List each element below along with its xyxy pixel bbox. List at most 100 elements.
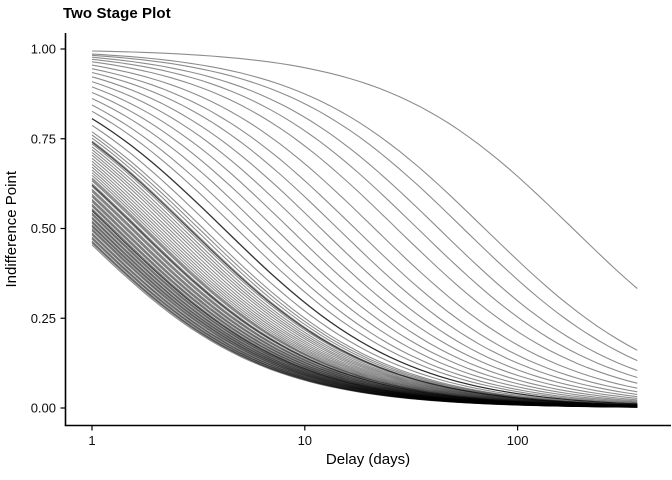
discount-curve — [91, 64, 638, 389]
discount-curve — [91, 76, 638, 398]
discount-curve — [91, 220, 638, 408]
discount-curve — [91, 200, 638, 408]
discount-curve — [91, 141, 638, 406]
discount-curve — [91, 221, 638, 408]
discount-curve — [91, 232, 638, 408]
x-axis-title: Delay (days) — [325, 451, 411, 468]
discount-curve — [91, 214, 638, 408]
discount-curve — [91, 143, 638, 406]
discount-curve — [91, 228, 638, 408]
discount-curve — [91, 118, 638, 405]
discount-curve — [91, 183, 638, 407]
discount-curve — [91, 237, 638, 408]
y-tick-label: 0.25 — [31, 311, 56, 326]
discount-curve — [91, 124, 638, 405]
discount-curve — [91, 209, 638, 408]
discount-curve — [91, 131, 638, 406]
discount-curve — [91, 191, 638, 408]
discount-curve — [91, 208, 638, 408]
y-tick-label: 0.50 — [31, 221, 56, 236]
discount-curve — [91, 134, 638, 406]
discount-curve — [91, 193, 638, 408]
discount-curve — [91, 242, 638, 408]
discount-curve — [91, 224, 638, 408]
discount-curve — [91, 137, 638, 406]
discount-curve — [91, 222, 638, 408]
discount-curve — [91, 184, 638, 407]
discount-curve — [91, 152, 638, 407]
discount-curve — [91, 160, 638, 407]
discount-curve — [91, 213, 638, 408]
discount-curve — [91, 104, 638, 404]
axis-lines — [64, 33, 671, 427]
discount-curve — [91, 178, 638, 407]
discount-curve — [91, 210, 638, 408]
discount-curve — [91, 225, 638, 408]
discount-curve — [91, 230, 638, 408]
discount-curve — [91, 146, 638, 406]
discount-curve — [91, 166, 638, 407]
discount-curve — [91, 217, 638, 408]
discount-curve — [91, 140, 638, 406]
x-tick-label: 10 — [298, 433, 312, 448]
y-tick-label: 1.00 — [31, 42, 56, 57]
discount-curve — [91, 233, 638, 408]
discount-curve — [91, 110, 638, 404]
discount-curve — [91, 177, 638, 407]
discount-curve — [91, 196, 638, 408]
discount-curve — [91, 204, 638, 408]
discount-curve — [91, 234, 638, 408]
discount-curve — [91, 201, 638, 408]
discount-curve — [91, 212, 638, 408]
discount-curve — [91, 54, 638, 362]
discount-curve — [91, 229, 638, 408]
discount-curve — [91, 154, 638, 407]
discount-curve — [91, 172, 638, 407]
discount-curve — [91, 56, 638, 372]
discount-curve — [91, 61, 638, 384]
discount-curve — [91, 210, 638, 408]
discount-curve — [91, 218, 638, 408]
discount-curve — [91, 118, 638, 405]
discount-curve — [91, 236, 638, 408]
discount-curve — [91, 180, 638, 407]
discount-curve — [91, 141, 638, 406]
discount-curve — [91, 203, 638, 408]
discount-curve — [91, 240, 638, 408]
discount-curve — [91, 185, 638, 407]
discount-curve — [91, 86, 638, 401]
x-tick-labels: 1 10 100 — [88, 433, 528, 448]
discount-curve — [91, 241, 638, 408]
discount-curve — [91, 189, 638, 408]
discount-curve — [91, 81, 638, 399]
discount-curve — [91, 244, 638, 408]
discount-curve — [91, 163, 638, 407]
discount-curve — [91, 68, 638, 393]
discount-curve — [91, 238, 638, 408]
x-tick-label: 1 — [88, 433, 95, 448]
discount-curve — [91, 226, 638, 408]
discount-curve — [91, 71, 638, 396]
tick-marks — [60, 48, 519, 431]
discount-curve — [91, 58, 638, 379]
discount-curve — [91, 184, 638, 407]
discount-curve — [91, 157, 638, 407]
y-tick-label: 0.00 — [31, 401, 56, 416]
plot-title: Two Stage Plot — [63, 5, 171, 22]
y-tick-labels: 1.00 0.75 0.50 0.25 0.00 — [31, 42, 56, 416]
discount-curve — [91, 205, 638, 408]
discount-curve — [91, 53, 638, 351]
y-tick-label: 0.75 — [31, 131, 56, 146]
curves-layer — [91, 50, 638, 408]
discount-curve — [91, 188, 638, 408]
discount-curve — [91, 169, 638, 407]
discount-curve — [91, 91, 638, 402]
discount-curve — [91, 174, 638, 407]
discount-curve — [91, 195, 638, 408]
discount-curve — [91, 98, 638, 403]
discount-curve — [91, 198, 638, 408]
discount-curve — [91, 50, 638, 290]
discount-curve — [91, 216, 638, 408]
